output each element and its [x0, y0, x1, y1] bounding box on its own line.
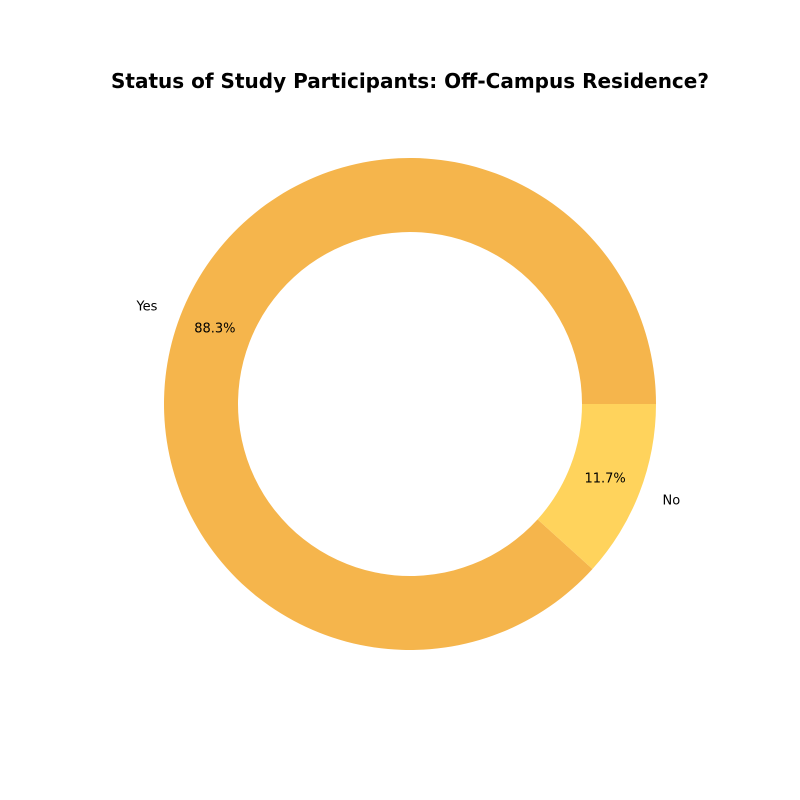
slice-label-no: No [663, 494, 681, 509]
slice-label-yes: Yes [135, 299, 157, 314]
donut-slice-yes [164, 157, 656, 650]
slice-percent-no: 11.7% [584, 472, 625, 487]
chart-title: Status of Study Participants: Off-Campus… [111, 69, 709, 93]
donut-slices [164, 157, 656, 650]
donut-slice-no [537, 404, 656, 569]
donut-labels: Yes 88.3% No 11.7% [135, 299, 680, 508]
slice-percent-yes: 88.3% [194, 321, 235, 336]
